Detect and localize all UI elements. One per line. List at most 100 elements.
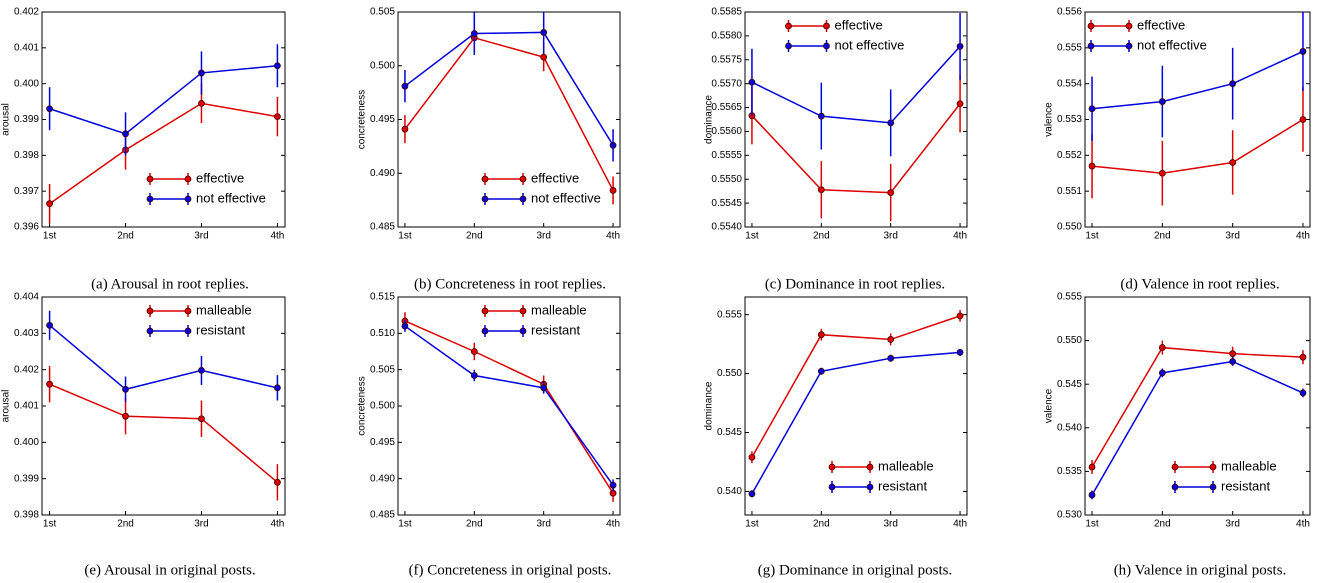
series-line: [49, 65, 278, 135]
y-tick-label: 0.540: [1057, 422, 1082, 433]
point: [956, 312, 964, 320]
x-tick-label: 3rd: [1225, 231, 1239, 242]
point: [748, 490, 756, 498]
y-tick-label: 0.5580: [711, 31, 742, 42]
legend-label: resistant: [878, 478, 928, 493]
legend-marker: [1087, 42, 1095, 50]
legend-marker: [146, 195, 154, 203]
x-tick-label: 4th: [953, 519, 967, 530]
y-tick-label: 0.401: [14, 42, 39, 53]
plot-frame: [744, 11, 968, 228]
y-tick-label: 0.500: [370, 401, 395, 412]
legend-label: effective: [196, 170, 244, 185]
y-tick-label: 0.540: [717, 486, 742, 497]
caption: (g) Dominance in original posts.: [758, 562, 953, 578]
series-line: [404, 36, 614, 191]
legend-marker: [1125, 22, 1133, 30]
y-tick-label: 0.399: [14, 473, 39, 484]
point: [1229, 159, 1237, 166]
series-line: [1091, 50, 1304, 110]
point: [1299, 48, 1307, 55]
point: [1158, 369, 1166, 377]
legend-label: effective: [1137, 17, 1185, 32]
y-tick-label: 0.5540: [711, 222, 742, 233]
point: [198, 99, 205, 107]
y-tick-label: 0.552: [1057, 150, 1082, 161]
point: [956, 100, 964, 108]
point: [1299, 353, 1307, 361]
y-tick-label: 0.5545: [711, 198, 742, 209]
y-tick-label: 0.404: [14, 292, 39, 303]
series-line: [751, 45, 961, 124]
legend-marker: [785, 42, 792, 50]
point: [609, 489, 617, 497]
y-tick-label: 0.5570: [711, 78, 742, 89]
point: [540, 384, 548, 392]
y-tick-label: 0.495: [370, 437, 395, 448]
series-line: [751, 351, 961, 495]
caption: (c) Dominance in root replies.: [765, 276, 945, 292]
x-tick-label: 2nd: [466, 231, 483, 242]
x-tick-label: 3rd: [883, 231, 897, 242]
caption: (f) Concreteness in original posts.: [409, 562, 612, 578]
point: [46, 105, 53, 113]
point: [46, 321, 53, 329]
legend-marker: [519, 195, 527, 203]
caption: (h) Valence in original posts.: [1114, 562, 1287, 578]
y-tick-label: 0.402: [14, 7, 39, 18]
point: [748, 78, 756, 86]
x-tick-label: 4th: [606, 231, 620, 242]
legend-label: malleable: [196, 302, 252, 317]
plot: [748, 12, 964, 222]
y-tick-label: 0.5585: [711, 7, 742, 18]
point: [1088, 105, 1096, 113]
y-axis-label: concreteness: [357, 376, 368, 435]
point: [401, 322, 409, 330]
legend-marker: [481, 195, 489, 203]
y-tick-label: 0.510: [370, 328, 395, 339]
point: [1088, 491, 1096, 499]
point: [817, 112, 825, 120]
point: [1229, 80, 1237, 88]
legend-label: effective: [835, 17, 883, 32]
legend-marker: [184, 307, 192, 315]
point: [274, 478, 281, 486]
x-tick-label: 2nd: [117, 519, 134, 530]
series-line: [404, 325, 614, 486]
legend-label: not effective: [835, 37, 905, 52]
legend-label: not effective: [196, 190, 266, 205]
legend-marker: [823, 22, 830, 30]
point: [198, 69, 205, 77]
x-tick-label: 2nd: [1154, 231, 1171, 242]
y-axis-label: valence: [1044, 388, 1055, 423]
point: [540, 53, 548, 61]
series-line: [49, 102, 278, 205]
series-line: [49, 383, 278, 483]
point: [198, 415, 205, 423]
point: [956, 348, 964, 356]
y-axis-label: arousal: [1, 390, 12, 423]
point: [887, 354, 895, 362]
x-tick-label: 1st: [398, 231, 412, 242]
x-tick-label: 1st: [745, 231, 759, 242]
y-tick-label: 0.555: [1057, 292, 1082, 303]
y-tick-label: 0.551: [1057, 186, 1082, 197]
series-line: [751, 103, 961, 194]
y-tick-label: 0.545: [1057, 379, 1082, 390]
x-tick-label: 1st: [43, 519, 57, 530]
x-tick-label: 3rd: [536, 519, 550, 530]
caption: (a) Arousal in root replies.: [91, 276, 249, 292]
legend-marker: [785, 22, 792, 30]
y-tick-label: 0.553: [1057, 114, 1082, 125]
legend-marker: [1209, 463, 1217, 471]
legend-label: resistant: [196, 322, 246, 337]
legend-marker: [1125, 42, 1133, 50]
legend-marker: [519, 327, 527, 335]
point: [1158, 98, 1166, 105]
y-tick-label: 0.556: [1057, 7, 1082, 18]
point: [1088, 463, 1096, 471]
subplot: 0.540 0.545 0.550 0.555 1st 2nd 3rd 4th dominanc…: [704, 296, 968, 578]
y-axis-label: dominance: [704, 95, 715, 144]
point: [122, 412, 129, 420]
point: [122, 130, 129, 138]
